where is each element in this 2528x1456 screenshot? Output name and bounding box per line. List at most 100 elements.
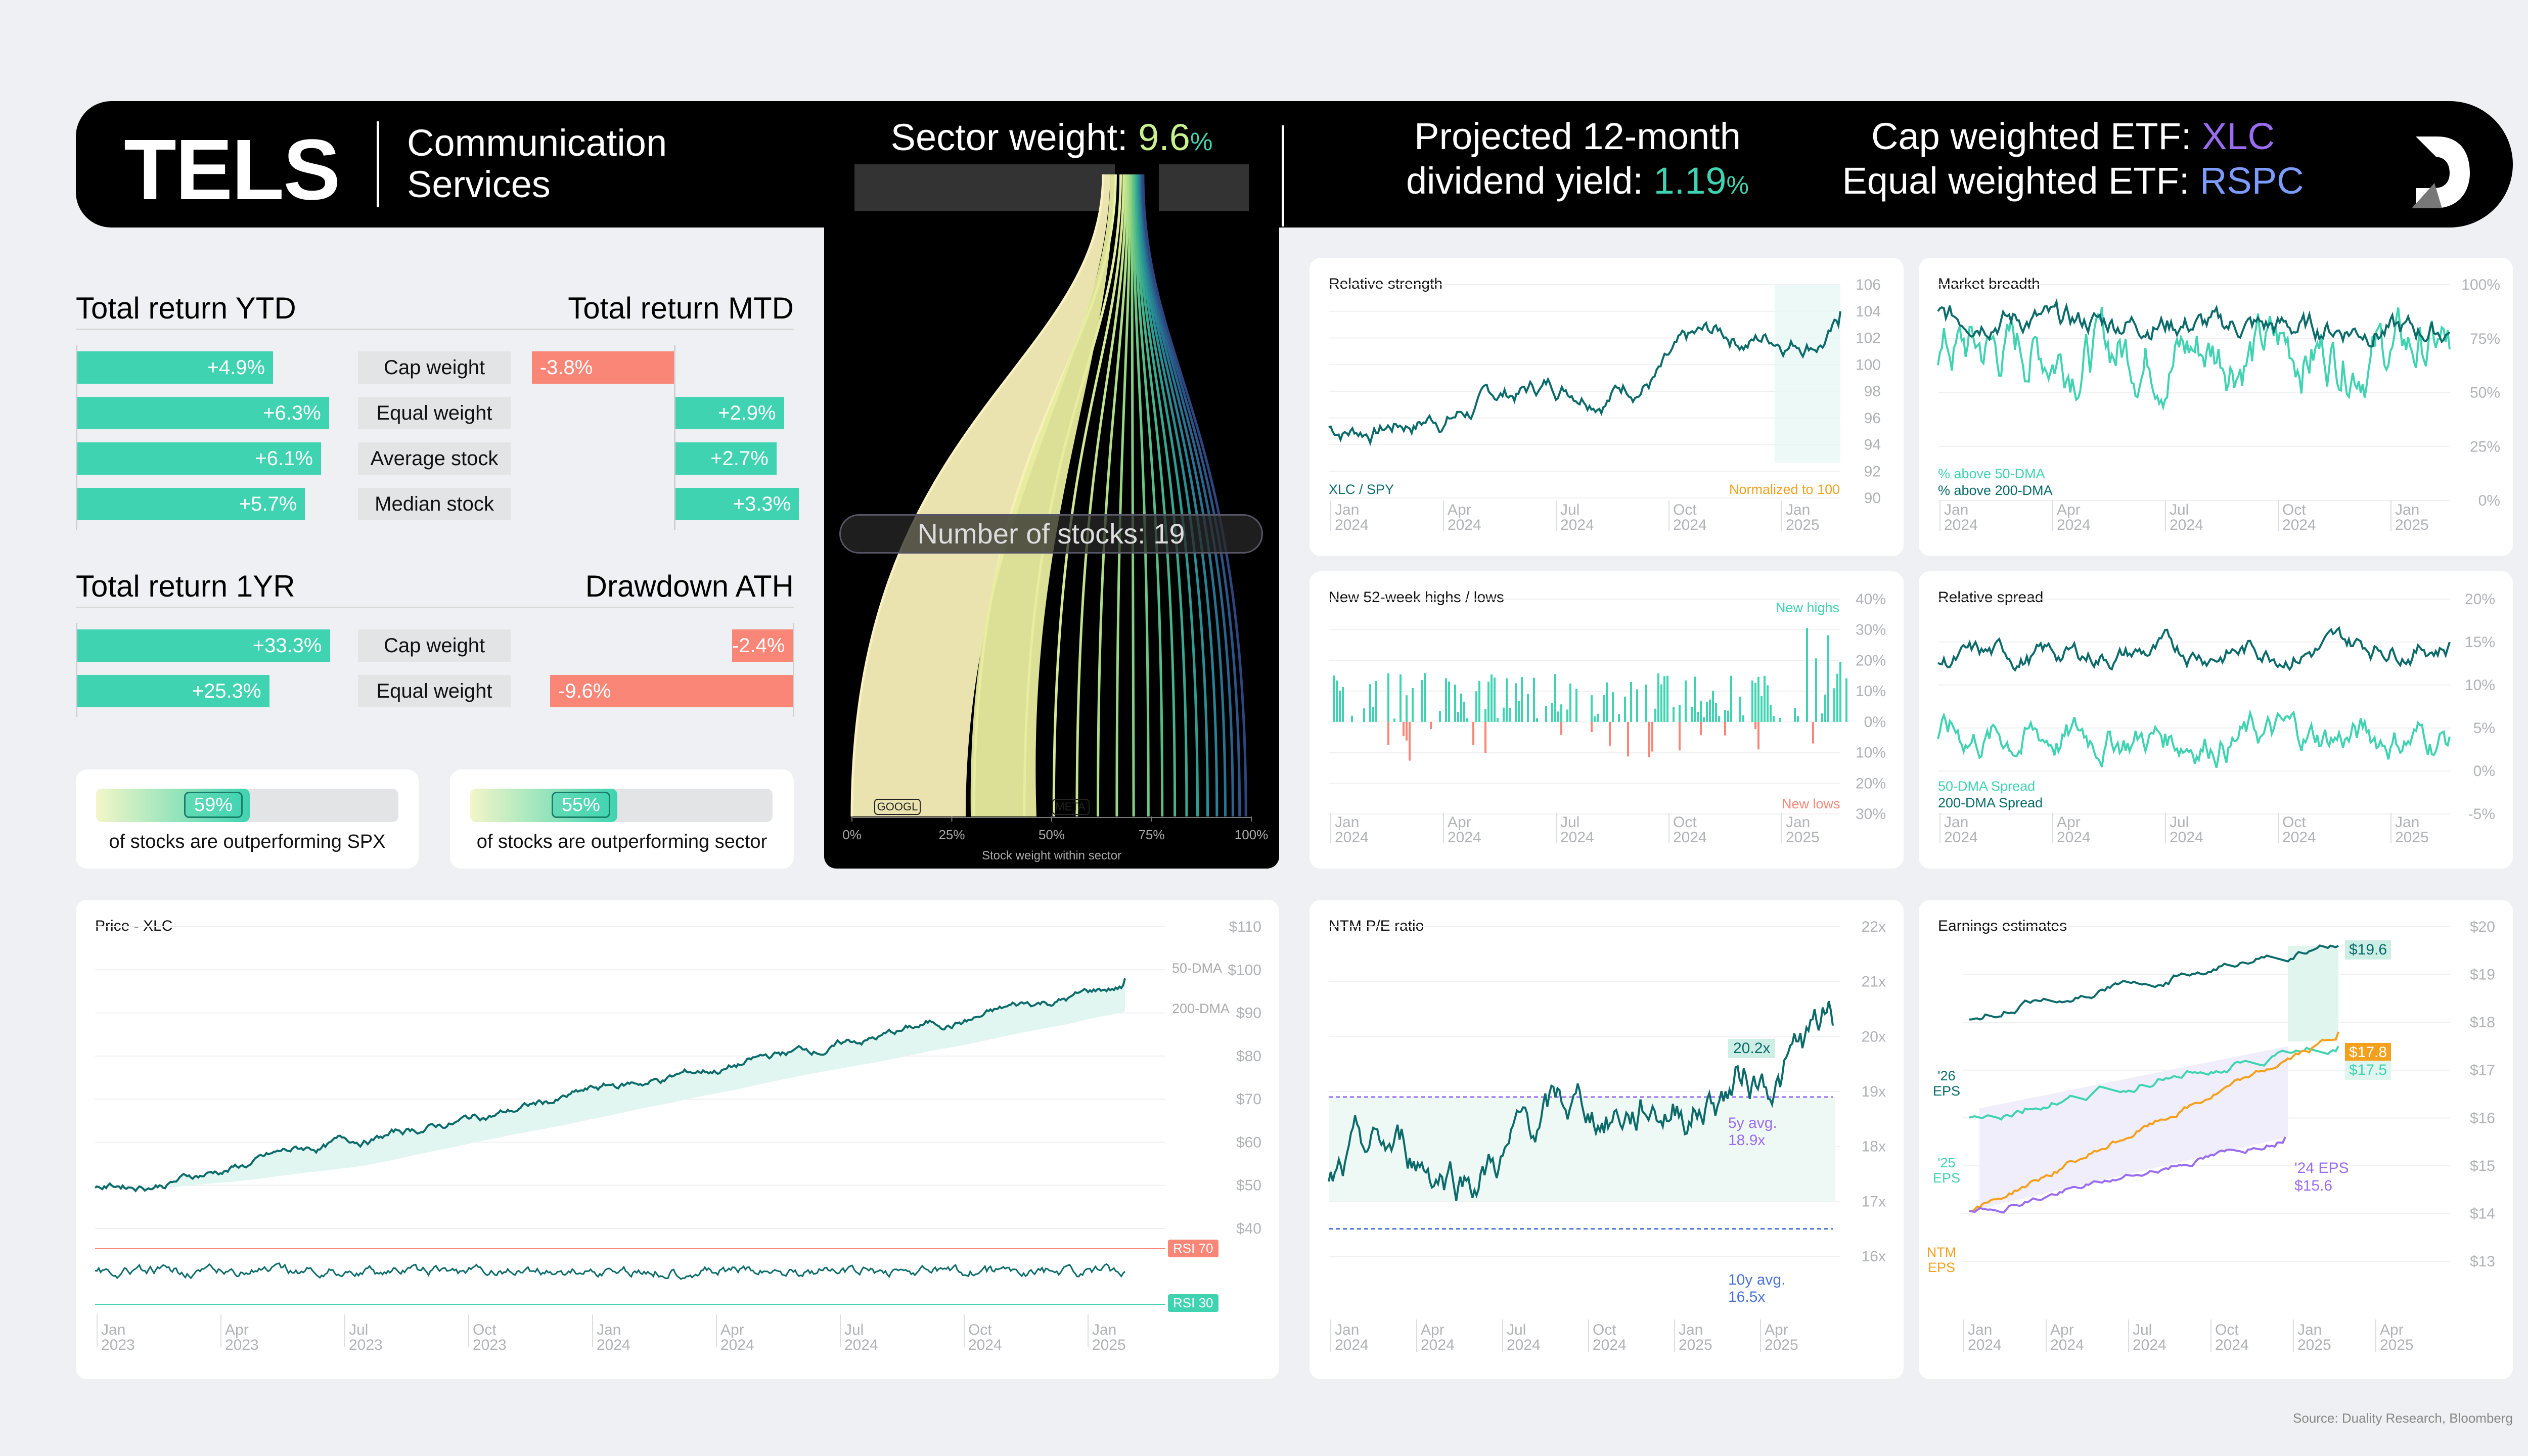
high-bar: [1694, 676, 1696, 722]
y-tick: $100: [1228, 962, 1261, 978]
high-bar: [1521, 677, 1523, 722]
high-bar: [1797, 716, 1799, 722]
x-tick: 2025: [2297, 1337, 2331, 1353]
low-bar: [1591, 721, 1593, 732]
y-tick: 92: [1864, 463, 1881, 480]
high-bar: [1421, 679, 1423, 722]
avg-band: [1329, 1097, 1835, 1202]
low-bar: [1406, 721, 1408, 741]
high-bar: [1764, 675, 1766, 722]
y-tick: $14: [2470, 1205, 2495, 1222]
high-bar: [1657, 673, 1659, 722]
x-tick: Jan: [2297, 1322, 2322, 1338]
x-tick: 2024: [1335, 1337, 1369, 1353]
x-tick: 2024: [1421, 1337, 1455, 1353]
high-bar: [1618, 714, 1620, 722]
header-banner: [76, 101, 2513, 228]
high-bar: [1375, 681, 1377, 722]
dd-bar: -2.4%: [732, 629, 793, 662]
y-tick: 98: [1864, 383, 1881, 400]
high-bar: [1706, 702, 1708, 722]
x-tick: Jan: [1786, 814, 1810, 831]
high-bar: [1333, 675, 1335, 722]
high-bar: [1594, 716, 1596, 722]
eq-etf-label: Equal weighted ETF:: [1842, 160, 2190, 202]
high-bar: [1369, 684, 1371, 722]
x-tick: Jan: [1944, 814, 1968, 831]
x-tick: Jul: [1560, 502, 1579, 518]
high-bar: [1478, 681, 1480, 722]
high-bar: [1463, 702, 1465, 722]
spread-band: [1979, 1046, 2288, 1209]
row-label: Cap weight: [358, 351, 511, 384]
relative-spread-card: [1919, 571, 2513, 869]
y-tick: $80: [1236, 1048, 1261, 1065]
gauge-value: 55%: [551, 792, 610, 818]
y-tick: 15%: [2465, 634, 2495, 651]
x-tick: 2023: [349, 1337, 383, 1353]
avg-value: 16.5x: [1728, 1289, 1766, 1305]
y-tick: 104: [1856, 303, 1881, 320]
avg-label: 5y avg.: [1728, 1115, 1777, 1131]
series-label: 50-DMA Spread: [1938, 779, 2036, 794]
cap-etf-label: Cap weighted ETF:: [1871, 115, 2192, 157]
x-tick: 2025: [1679, 1337, 1712, 1353]
x-tick: 2024: [2215, 1337, 2249, 1353]
x-tick: 2025: [1786, 829, 1820, 846]
series-label: XLC / SPY: [1329, 482, 1394, 497]
high-bar: [1691, 707, 1693, 722]
x-tick: 2024: [2282, 517, 2316, 533]
high-bar: [1466, 718, 1468, 722]
x-tick: 2024: [720, 1337, 754, 1353]
high-bar: [1760, 696, 1763, 722]
high-bar: [1484, 709, 1486, 722]
y-tick: 106: [1856, 277, 1881, 293]
y-tick: 50%: [2470, 385, 2500, 401]
x-tick: 2024: [1968, 1337, 2002, 1353]
eps24-label: '24 EPS: [2294, 1160, 2349, 1176]
high-bar: [1515, 683, 1517, 722]
high-bar: [1554, 674, 1556, 722]
axis-line: [76, 345, 77, 530]
dd-title: Drawdown ATH: [585, 569, 794, 603]
y-tick: 0%: [1864, 714, 1886, 731]
series-line: [1937, 709, 2451, 768]
high-bar: [1806, 628, 1808, 722]
high-bar: [1663, 676, 1665, 722]
series-line: [1937, 298, 2451, 348]
highlight-band: [2288, 945, 2338, 1041]
cap-etf-value: XLC: [2202, 115, 2275, 157]
high-bar: [1827, 635, 1829, 722]
yr-bar: +25.3%: [77, 675, 269, 707]
chart-title: Relative strength: [1329, 276, 1443, 292]
sankey-flow: [1052, 174, 1125, 817]
high-bar: [1836, 673, 1838, 722]
chart-title: Relative spread: [1938, 589, 2044, 606]
high-bar: [1703, 717, 1705, 722]
high-bar: [1487, 681, 1489, 722]
high-bar: [1509, 708, 1511, 722]
eps26-line: [1969, 944, 2339, 1021]
high-bar: [1560, 704, 1562, 722]
x-tick: Jul: [1507, 1322, 1526, 1338]
high-bar: [1724, 710, 1726, 722]
high-bar: [1739, 696, 1741, 722]
x-tick: 2024: [1673, 517, 1707, 533]
y-tick: 5%: [2473, 720, 2495, 737]
ntm-label: NTM EPS: [1926, 1245, 1957, 1275]
y-tick: 75%: [2470, 331, 2500, 347]
dd-bar: -9.6%: [550, 675, 793, 707]
y-tick: 19x: [1862, 1083, 1886, 1100]
mtd-title: Total return MTD: [568, 291, 794, 325]
dma50-label: 50-DMA: [1172, 961, 1223, 976]
googl-label: GOOGL: [877, 800, 918, 813]
x-tick: Apr: [1421, 1322, 1444, 1338]
high-bar: [1536, 718, 1538, 722]
high-bar: [1533, 677, 1535, 722]
divider: [76, 607, 794, 608]
highs-lows-chart: 40%30%20%10%0%10%20%30%Jan2024Apr2024Jul…: [1329, 591, 1886, 846]
high-bar: [1336, 680, 1338, 722]
gauge-value: 59%: [184, 792, 243, 818]
sankey-flow: [1115, 174, 1132, 817]
duality-logo: [2412, 136, 2470, 208]
